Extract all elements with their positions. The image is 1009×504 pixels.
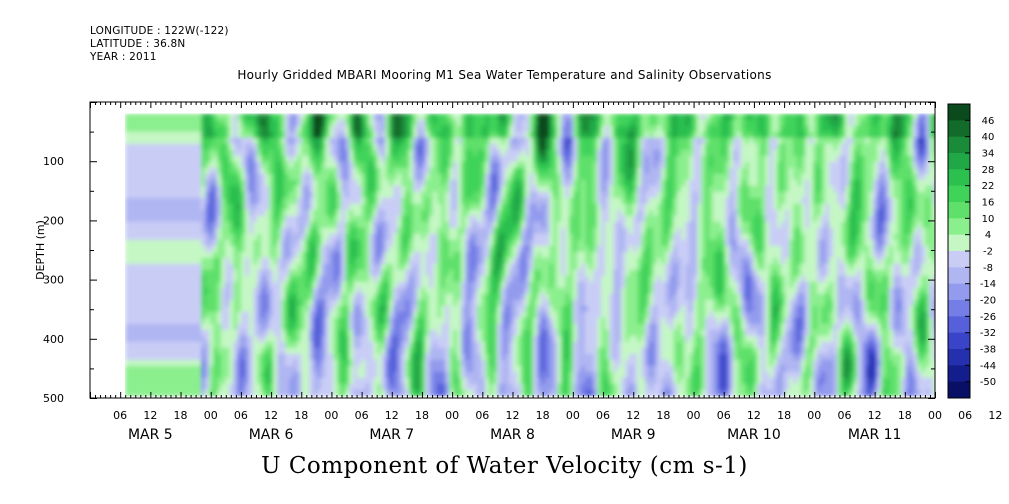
colorbar-swatch (948, 300, 970, 317)
y-tick-label: 100 (43, 155, 64, 168)
x-hour-label: 06 (475, 409, 489, 422)
x-hour-label: 00 (324, 409, 338, 422)
x-day-label: MAR 11 (848, 427, 902, 443)
colorbar-swatch (948, 267, 970, 285)
heatmap-field (125, 113, 935, 397)
x-hour-label: 18 (777, 409, 791, 422)
colorbar-swatch (948, 251, 970, 268)
y-tick-label: 400 (43, 333, 64, 346)
x-hour-label: 06 (958, 409, 972, 422)
colorbar-label: 40 (982, 132, 995, 143)
x-hour-label: 12 (143, 409, 157, 422)
x-hour-label: 12 (868, 409, 882, 422)
y-tick-label: 200 (43, 214, 64, 227)
colorbar-label: 34 (982, 149, 995, 160)
year-label: YEAR : 2011 (90, 51, 157, 63)
x-hour-label: 06 (837, 409, 851, 422)
colorbar-swatch (948, 136, 970, 154)
x-hour-label: 00 (204, 409, 218, 422)
x-hour-label: 00 (807, 409, 821, 422)
x-hour-label: 18 (898, 409, 912, 422)
colorbar-label: 16 (982, 198, 995, 209)
x-hour-label: 06 (355, 409, 369, 422)
colorbar-swatch (948, 349, 970, 366)
colorbar-swatch (948, 332, 970, 350)
chart-caption: U Component of Water Velocity (cm s-1) (261, 453, 748, 479)
x-hour-label: 12 (988, 409, 1002, 422)
x-hour-label: 00 (928, 409, 942, 422)
colorbar-label: -8 (983, 263, 993, 274)
x-day-label: MAR 10 (727, 427, 781, 443)
x-day-label: MAR 8 (490, 427, 535, 443)
x-hour-label: 18 (415, 409, 429, 422)
colorbar-label: 22 (982, 181, 995, 192)
x-hour-label: 12 (747, 409, 761, 422)
x-hour-label: 18 (174, 409, 188, 422)
colorbar-swatch (948, 316, 970, 334)
colorbar-label: 10 (982, 214, 995, 225)
x-day-label: MAR 5 (128, 427, 173, 443)
x-hour-label: 06 (596, 409, 610, 422)
colorbar-swatch (948, 234, 970, 252)
x-hour-label: 18 (656, 409, 670, 422)
colorbar-swatch (948, 365, 970, 383)
x-hour-label: 06 (113, 409, 127, 422)
x-hour-label: 00 (687, 409, 701, 422)
chart-title: Hourly Gridded MBARI Mooring M1 Sea Wate… (237, 68, 772, 82)
colorbar-label: -26 (980, 312, 996, 323)
colorbar-label: 46 (982, 116, 995, 127)
colorbar-label: -14 (980, 279, 996, 290)
y-tick-label: 500 (43, 392, 64, 405)
colorbar-label: -44 (980, 361, 996, 372)
y-axis-label: DEPTH (m) (34, 220, 47, 280)
colorbar-label: -38 (980, 345, 996, 356)
x-day-label: MAR 9 (611, 427, 656, 443)
colorbar-label: 4 (985, 230, 991, 241)
colorbar-swatch (948, 381, 970, 399)
x-hour-label: 12 (626, 409, 640, 422)
y-tick-label: 300 (43, 274, 64, 287)
colorbar-label: 28 (982, 165, 995, 176)
latitude-label: LATITUDE : 36.8N (90, 38, 186, 50)
colorbar-swatch (948, 185, 970, 203)
colorbar-swatch (948, 218, 970, 236)
x-hour-label: 06 (717, 409, 731, 422)
colorbar-swatch (948, 120, 970, 138)
colorbar-label: -2 (983, 247, 993, 258)
colorbar-swatch (948, 202, 970, 219)
x-hour-label: 18 (536, 409, 550, 422)
colorbar-label: -32 (980, 328, 996, 339)
colorbar-label: -50 (980, 377, 996, 388)
colorbar-swatch (948, 153, 970, 170)
x-day-label: MAR 7 (369, 427, 414, 443)
colorbar: 46 40 34 28 22 16 10 4 -2 -8 -14 -20 -26 -32 -38 -44 -50 (947, 103, 996, 399)
x-hour-label: 12 (506, 409, 520, 422)
colorbar-swatch (948, 283, 970, 301)
x-hour-label: 00 (566, 409, 580, 422)
x-hour-label: 12 (264, 409, 278, 422)
x-hour-label: 18 (294, 409, 308, 422)
colorbar-label: -20 (980, 296, 996, 307)
x-hour-label: 06 (234, 409, 248, 422)
colorbar-swatch (948, 104, 970, 121)
x-hour-label: 12 (385, 409, 399, 422)
x-hour-label: 00 (445, 409, 459, 422)
longitude-label: LONGITUDE : 122W(-122) (90, 25, 229, 37)
x-day-label: MAR 6 (249, 427, 294, 443)
colorbar-swatch (948, 169, 970, 187)
